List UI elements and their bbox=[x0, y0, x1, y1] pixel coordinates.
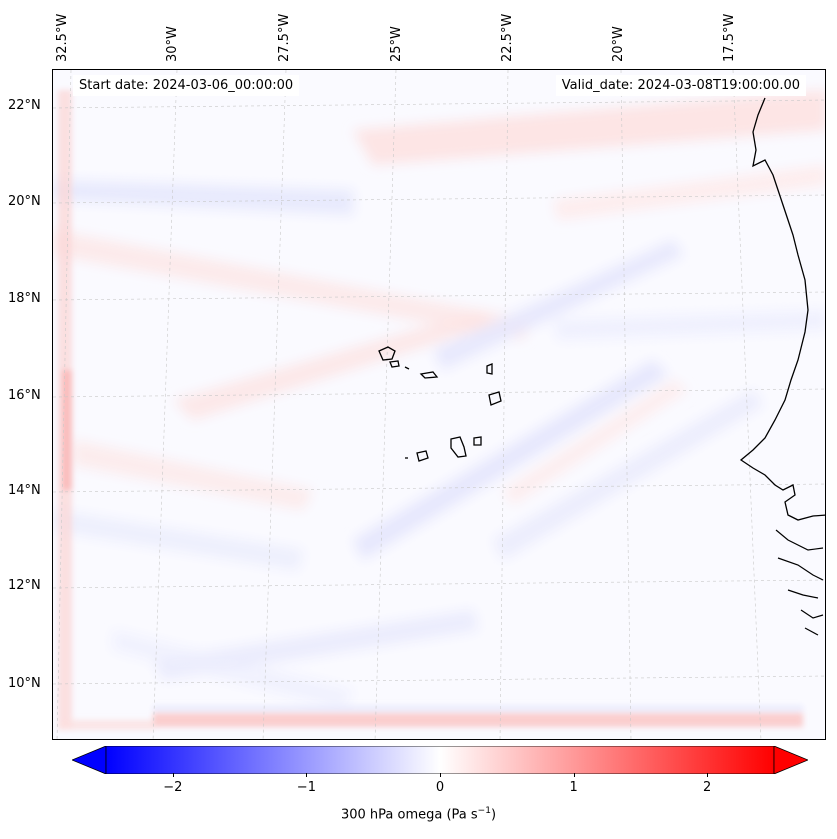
longitude-label: 32.5°W bbox=[55, 13, 70, 62]
latitude-label: 18°N bbox=[8, 291, 41, 306]
colorbar bbox=[70, 745, 810, 775]
colorbar-gradient bbox=[105, 745, 775, 775]
latitude-label: 12°N bbox=[8, 578, 41, 593]
colorbar-max-extend bbox=[773, 745, 810, 775]
start-date-label: Start date: 2024-03-06_00:00:00 bbox=[73, 75, 300, 96]
colorbar-tick-label: −1 bbox=[296, 780, 316, 795]
latitude-label: 16°N bbox=[8, 388, 41, 403]
domain-boundary-artifacts bbox=[58, 90, 803, 730]
colorbar-tick-mark bbox=[172, 773, 174, 777]
latitude-label: 20°N bbox=[8, 194, 41, 209]
colorbar-min-extend bbox=[70, 745, 107, 775]
valid-date-label: Valid_date: 2024-03-08T19:00:00.00 bbox=[555, 75, 806, 96]
colorbar-tick-mark bbox=[306, 773, 308, 777]
longitude-label: 20°W bbox=[611, 26, 626, 62]
latitude-label: 22°N bbox=[8, 98, 41, 113]
graticule bbox=[53, 70, 825, 739]
colorbar-graphic bbox=[70, 745, 810, 775]
cape-verde-islands bbox=[378, 346, 502, 462]
colorbar-tick-mark bbox=[440, 773, 441, 777]
colorbar-tick-label: 1 bbox=[569, 780, 578, 795]
colorbar-tick-label: −2 bbox=[163, 780, 183, 795]
africa-coastline bbox=[739, 97, 825, 521]
longitude-label: 22.5°W bbox=[500, 13, 515, 62]
longitude-label: 17.5°W bbox=[722, 13, 737, 62]
latitude-label: 14°N bbox=[8, 483, 41, 498]
map-panel bbox=[52, 69, 826, 740]
latitude-label: 10°N bbox=[8, 676, 41, 691]
coastline-detail bbox=[775, 529, 824, 636]
colorbar-tick-mark bbox=[707, 773, 709, 777]
colorbar-tick-mark bbox=[573, 773, 575, 777]
colorbar-label: 300 hPa omega (Pa s−1) bbox=[340, 806, 497, 823]
longitude-label: 25°W bbox=[389, 26, 404, 62]
colorbar-tick-label: 0 bbox=[435, 780, 445, 795]
longitude-label: 27.5°W bbox=[277, 13, 292, 62]
omega-field-pattern bbox=[53, 90, 825, 710]
colorbar-tick-label: 2 bbox=[703, 780, 712, 795]
omega-field-background bbox=[53, 70, 825, 739]
map-canvas bbox=[53, 70, 825, 739]
longitude-label: 30°W bbox=[165, 26, 180, 62]
